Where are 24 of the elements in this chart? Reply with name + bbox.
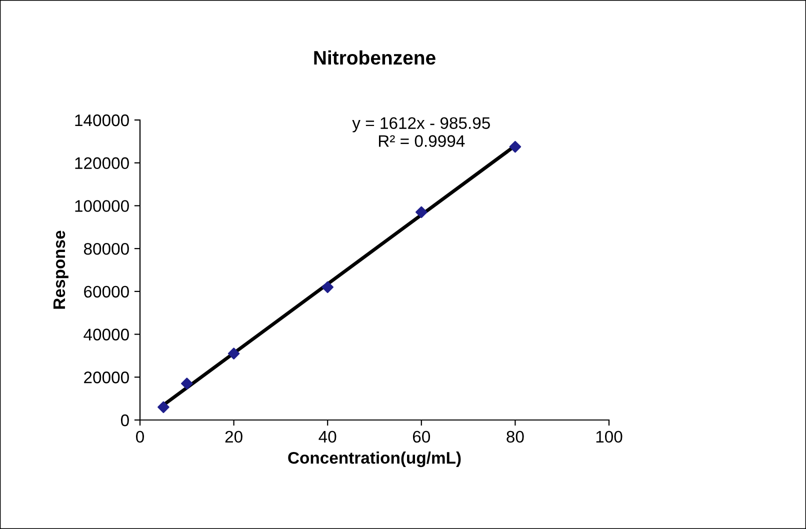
y-tick-label: 0 — [120, 414, 129, 426]
point — [322, 281, 334, 294]
y-tick-label: 80000 — [84, 242, 129, 255]
point — [228, 348, 240, 360]
x-tick-label: 80 — [506, 430, 524, 443]
point — [416, 206, 428, 218]
x-axis-title: Concentration(ug/mL) — [288, 452, 461, 468]
point — [509, 140, 522, 153]
chart-title: Nitrobenzene — [314, 50, 436, 65]
y-tick-label: 20000 — [84, 372, 129, 384]
x-tick-label: 40 — [318, 430, 336, 443]
y-axis-title: Response — [53, 230, 68, 309]
y-tick-label: 60000 — [84, 286, 129, 298]
point — [181, 378, 193, 390]
x-tick-label: 60 — [412, 430, 430, 443]
y-tick-label: 100000 — [75, 200, 129, 212]
annotation: y = 1612x - 985.95 R² = 0.9994 — [352, 117, 490, 147]
y-tick-label: 40000 — [84, 328, 129, 340]
y-tick-label: 120000 — [75, 157, 129, 170]
x-tick-label: 20 — [225, 430, 242, 443]
y-tick-label: 140000 — [75, 114, 129, 126]
x-tick-label: 0 — [136, 430, 144, 443]
x-tick-label: 100 — [596, 430, 622, 443]
point — [158, 401, 170, 414]
